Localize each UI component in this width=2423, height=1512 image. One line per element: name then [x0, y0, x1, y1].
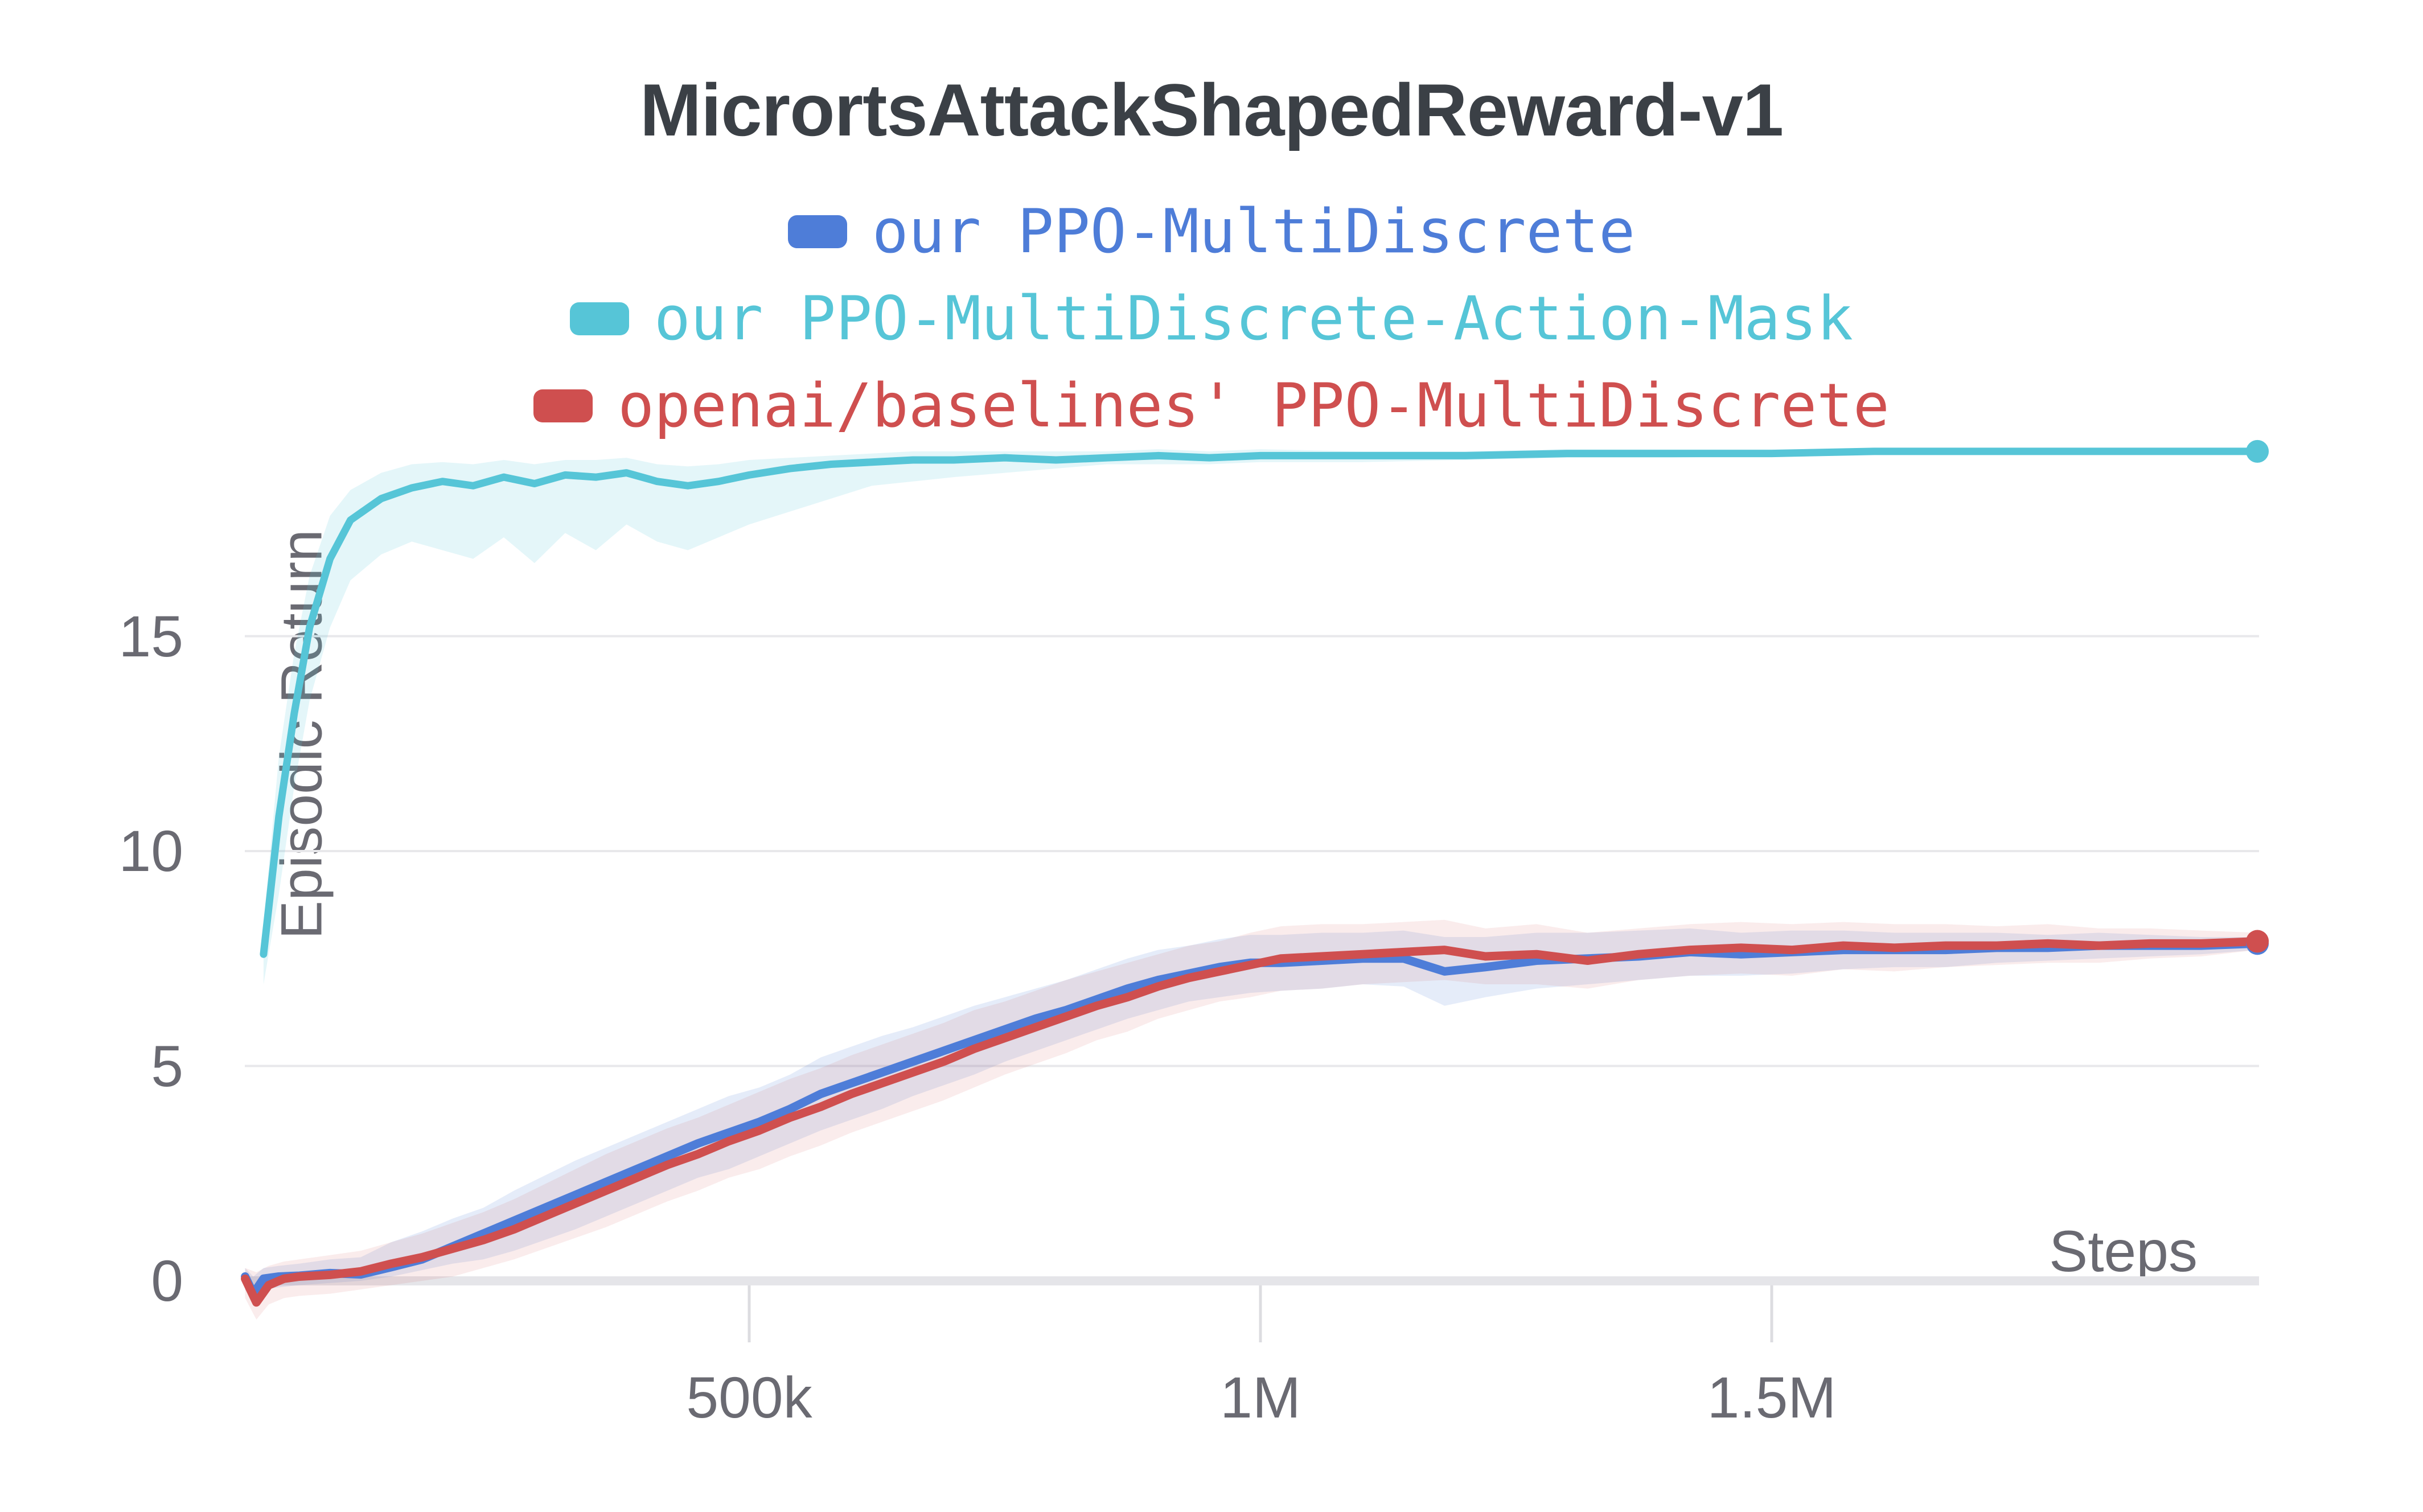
x-tick-label-500k: 500k [686, 1365, 812, 1430]
gridline-y-15 [245, 635, 2259, 638]
x-tick-mark-1M [1259, 1285, 1262, 1342]
legend-label: openai/baselines' PPO-MultiDiscrete [618, 370, 1890, 441]
end-point-marker-our-ppo-multidiscrete-action-mask [2246, 439, 2269, 463]
x-tick-mark-1.5M [1770, 1285, 1773, 1342]
confidence-band-openai-baselines-ppo-multidiscrete [245, 919, 2258, 1320]
end-point-marker-openai-baselines-ppo-multidiscrete [2246, 930, 2269, 953]
x-tick-label-1m: 1M [1220, 1365, 1301, 1430]
legend-label: our PPO-MultiDiscrete [872, 196, 1636, 266]
y-tick-label-5: 5 [151, 1033, 183, 1099]
legend-swatch-blue-icon [787, 215, 847, 248]
confidence-band-our-ppo-multidiscrete [245, 928, 2258, 1300]
gridline-y-5 [245, 1065, 2259, 1067]
legend-label: our PPO-MultiDiscrete-Action-Mask [654, 283, 1853, 354]
zero-axis-line [245, 1276, 2259, 1285]
legend-swatch-cyan-icon [570, 302, 629, 335]
legend-item-openai-baselines-ppo-multidiscrete: openai/baselines' PPO-MultiDiscrete [533, 362, 1890, 449]
confidence-band-our-ppo-multidiscrete-action-mask [263, 449, 2258, 985]
y-tick-label-15: 15 [118, 603, 183, 669]
legend-swatch-red-icon [533, 389, 593, 422]
series-line-our-ppo-multidiscrete-action-mask [260, 447, 2261, 958]
series-line-openai-baselines-ppo-multidiscrete [241, 937, 2262, 1307]
x-axis-title: Steps [2049, 1219, 2198, 1284]
legend-item-ppo-multidiscrete: our PPO-MultiDiscrete [787, 188, 1636, 275]
legend-item-ppo-multidiscrete-action-mask: our PPO-MultiDiscrete-Action-Mask [570, 275, 1853, 362]
gridline-y-10 [245, 850, 2259, 852]
x-tick-label-1-5m: 1.5M [1707, 1365, 1837, 1430]
y-tick-label-10: 10 [118, 819, 183, 884]
x-tick-mark-500k [748, 1285, 751, 1342]
chart-legend: our PPO-MultiDiscrete our PPO-MultiDiscr… [0, 188, 2423, 449]
y-tick-label-0: 0 [151, 1248, 183, 1313]
chart-title: MicrortsAttackShapedReward-v1 [639, 68, 1784, 151]
